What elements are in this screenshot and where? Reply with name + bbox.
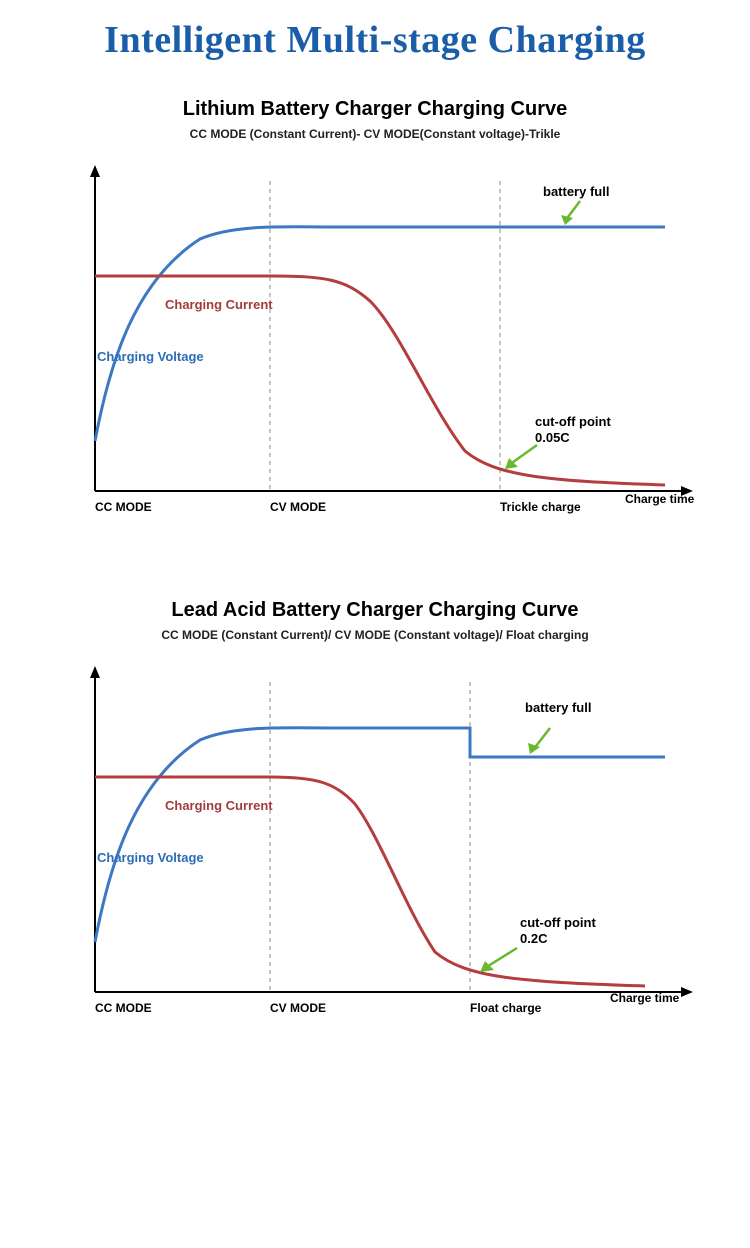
leadacid-cutoff-label1: cut-off point	[520, 915, 596, 930]
lithium-current-label: Charging Current	[165, 297, 273, 312]
lithium-batteryfull-label: battery full	[543, 184, 609, 199]
leadacid-stage-cc: CC MODE	[95, 1001, 152, 1015]
leadacid-arrow-cutoff	[480, 948, 517, 972]
leadacid-current-label: Charging Current	[165, 798, 273, 813]
page-root: Intelligent Multi-stage Charging Lithium…	[0, 0, 750, 1072]
leadacid-axes	[90, 666, 693, 997]
lithium-voltage-label: Charging Voltage	[97, 349, 204, 364]
lithium-xaxis-label: Charge time	[625, 492, 695, 506]
lithium-arrow-battery-full	[561, 201, 580, 225]
lithium-chart-svg: Charging Voltage Charging Current batter…	[25, 151, 725, 541]
leadacid-chart-subtitle: CC MODE (Constant Current)/ CV MODE (Con…	[20, 628, 730, 642]
leadacid-voltage-curve	[95, 728, 665, 942]
leadacid-chart-block: Lead Acid Battery Charger Charging Curve…	[0, 571, 750, 1072]
lithium-cutoff-label1: cut-off point	[535, 414, 611, 429]
lithium-stage-trickle: Trickle charge	[500, 500, 581, 514]
page-title: Intelligent Multi-stage Charging	[0, 0, 750, 70]
leadacid-stage-cv: CV MODE	[270, 1001, 326, 1015]
lithium-chart-block: Lithium Battery Charger Charging Curve C…	[0, 70, 750, 571]
lithium-arrow-cutoff	[505, 445, 537, 469]
leadacid-cutoff-label2: 0.2C	[520, 931, 548, 946]
leadacid-stage-float: Float charge	[470, 1001, 542, 1015]
leadacid-voltage-label: Charging Voltage	[97, 850, 204, 865]
lithium-stage-cv: CV MODE	[270, 500, 326, 514]
lithium-cutoff-label2: 0.05C	[535, 430, 570, 445]
leadacid-chart-title: Lead Acid Battery Charger Charging Curve	[20, 599, 730, 622]
leadacid-arrow-battery-full	[528, 728, 550, 754]
lithium-chart-subtitle: CC MODE (Constant Current)- CV MODE(Cons…	[20, 127, 730, 141]
leadacid-batteryfull-label: battery full	[525, 700, 591, 715]
leadacid-xaxis-label: Charge time	[610, 991, 680, 1005]
lithium-chart-title: Lithium Battery Charger Charging Curve	[20, 98, 730, 121]
lithium-voltage-curve	[95, 227, 665, 441]
leadacid-chart-svg: Charging Voltage Charging Current batter…	[25, 652, 725, 1042]
lithium-stage-cc: CC MODE	[95, 500, 152, 514]
